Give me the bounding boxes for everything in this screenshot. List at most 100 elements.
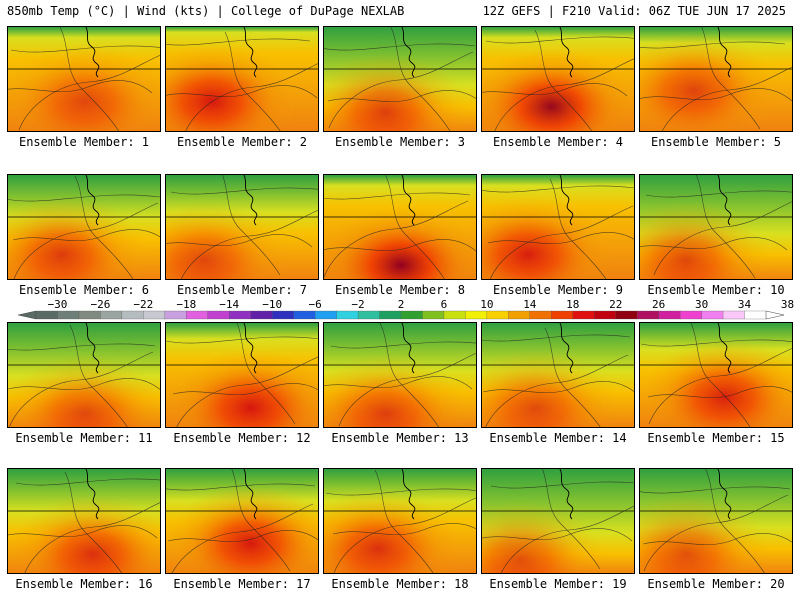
pressure-contour (705, 469, 765, 573)
colorbar-bin (57, 310, 80, 320)
temperature-map (166, 175, 318, 279)
coastline (401, 469, 416, 520)
temperature-map (640, 323, 792, 427)
ensemble-panel (165, 468, 319, 574)
panel-label: Ensemble Member: 1 (18, 135, 150, 149)
pressure-contour (640, 88, 792, 102)
ensemble-panel (481, 174, 635, 280)
colorbar-bin (422, 310, 445, 320)
colorbar-bin (658, 310, 681, 320)
pressure-contour (487, 232, 634, 244)
pressure-contour (542, 469, 601, 570)
pressure-contour (390, 27, 451, 131)
pressure-contour (324, 200, 469, 278)
pressure-contour (24, 502, 160, 573)
panel-label: Ensemble Member: 17 (173, 577, 311, 591)
pressure-contour (324, 43, 476, 51)
pressure-contour (324, 376, 473, 390)
colorbar-tick-label: 2 (397, 298, 405, 311)
pressure-contour (59, 27, 120, 131)
pressure-contour (8, 525, 158, 539)
pressure-contour (325, 488, 476, 496)
colorbar-bin (78, 310, 101, 320)
temperature-map (640, 175, 792, 279)
ensemble-panel (481, 26, 635, 132)
warm-core (8, 175, 160, 279)
temperature-map (482, 27, 634, 131)
pressure-contour (701, 27, 761, 130)
colorbar-bin (594, 310, 617, 320)
pressure-contour (485, 354, 629, 427)
colorbar-tick-label: −14 (219, 298, 240, 311)
panel-label: Ensemble Member: 11 (15, 431, 153, 445)
pressure-contour (64, 471, 123, 573)
temperature-map (482, 323, 634, 427)
colorbar-tick-label: 14 (523, 298, 537, 311)
colorbar-tick-label: −10 (262, 298, 283, 311)
colorbar-bin (207, 310, 230, 320)
ensemble-panel (7, 174, 161, 280)
pressure-contour (15, 478, 160, 486)
colorbar-bin (572, 310, 595, 320)
ensemble-panel (323, 26, 477, 132)
pressure-contour (482, 334, 631, 342)
colorbar-tick-label: −26 (90, 298, 111, 311)
colorbar-tick-label: −2 (351, 298, 365, 311)
colorbar-tick-label: 6 (440, 298, 448, 311)
colorbar-tick-label: −18 (176, 298, 197, 311)
panel-label: Ensemble Member: 16 (15, 577, 153, 591)
pressure-contour (482, 528, 633, 542)
pressure-contour (185, 63, 318, 131)
pressure-contour (166, 483, 316, 491)
pressure-contour (181, 209, 318, 279)
pressure-contour (166, 336, 318, 344)
panel-label: Ensemble Member: 2 (176, 135, 308, 149)
panel-label: Ensemble Member: 12 (173, 431, 311, 445)
temperature-map (8, 323, 160, 427)
colorbar-bin (272, 310, 295, 320)
colorbar-tick-label: 10 (480, 298, 494, 311)
pressure-contour (490, 481, 634, 489)
ensemble-panel (639, 322, 793, 428)
warm-core (8, 469, 160, 573)
colorbar-bin (379, 310, 402, 320)
panel-label: Ensemble Member: 4 (492, 135, 624, 149)
temperature-map (324, 27, 476, 131)
ensemble-panel (639, 174, 793, 280)
colorbar-bin (615, 310, 638, 320)
warm-core (640, 27, 792, 131)
colorbar-bin (143, 310, 166, 320)
colorbar-tick-label: 30 (694, 298, 709, 311)
pressure-contour (224, 31, 281, 131)
coastline (401, 323, 416, 374)
panel-label: Ensemble Member: 18 (331, 577, 469, 591)
panel-label: Ensemble Member: 9 (492, 283, 624, 297)
colorbar-tick-label: 26 (652, 298, 666, 311)
temperature-map (166, 27, 318, 131)
pressure-contour (171, 503, 314, 573)
warm-core (324, 175, 476, 279)
colorbar-bin (121, 310, 144, 320)
temperature-map (166, 323, 318, 427)
pressure-contour (661, 66, 792, 131)
panel-label: Ensemble Member: 19 (489, 577, 627, 591)
ensemble-panel (7, 322, 161, 428)
ensemble-panel (323, 468, 477, 574)
colorbar-tick-label: −30 (47, 298, 68, 311)
pressure-contour (324, 192, 471, 200)
temperature-map (640, 469, 792, 573)
ensemble-panel (639, 26, 793, 132)
coastline (559, 469, 574, 520)
pressure-contour (222, 175, 281, 276)
ensemble-panel (165, 26, 319, 132)
pressure-contour (12, 229, 160, 241)
pressure-contour (13, 202, 159, 279)
temperature-map (8, 27, 160, 131)
pressure-contour (74, 175, 134, 279)
coastline (243, 323, 258, 374)
colorbar-bin (357, 310, 380, 320)
warm-core (640, 323, 792, 427)
coastline (85, 27, 100, 78)
pressure-contour (236, 323, 296, 425)
pressure-contour (642, 533, 792, 545)
